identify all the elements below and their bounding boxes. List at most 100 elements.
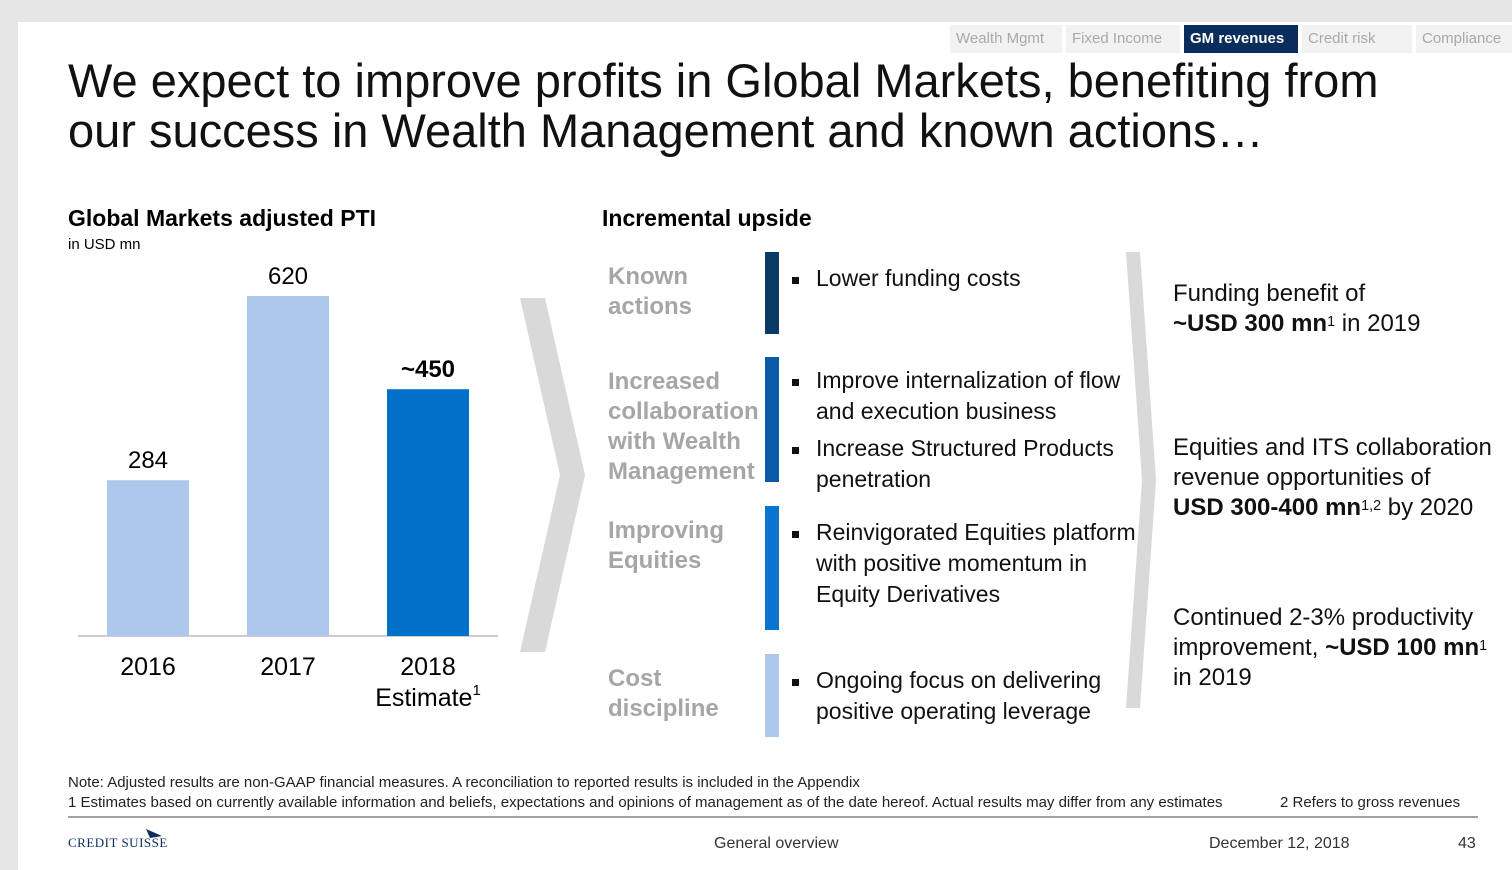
outcome: Equities and ITS collaboration revenue op… xyxy=(1173,433,1492,523)
bullet: Reinvigorated Equities platform with posi… xyxy=(790,517,1136,610)
bullet-line: penetration xyxy=(816,466,932,492)
bullets: Improve internalization of flow and execu… xyxy=(790,365,1120,501)
outcome-text: ~USD 100 mn xyxy=(1325,634,1480,661)
row-label: Improving Equities xyxy=(608,516,724,576)
bullet-dot xyxy=(792,447,799,454)
x-tick-label: 2016 xyxy=(120,653,176,681)
outcome-text: USD 300-400 mn xyxy=(1173,494,1362,521)
estimate-label: Estimate1 xyxy=(368,682,488,713)
footer-section: General overview xyxy=(714,835,839,852)
bullet: Lower funding costs xyxy=(790,263,1021,294)
outcome-text: Continued 2-3% productivity xyxy=(1173,604,1474,631)
row-label: Known actions xyxy=(608,262,692,322)
row-label-line: Improving xyxy=(608,517,725,544)
category-bar xyxy=(765,357,779,482)
row-label-line: discipline xyxy=(608,695,719,722)
nav-tab[interactable]: Wealth Mgmt xyxy=(950,25,1062,53)
row-label-line: Equities xyxy=(608,547,702,574)
outcome: Funding benefit of ~USD 300 mn1 in 2019 xyxy=(1173,279,1421,339)
bullet-line: Lower funding costs xyxy=(816,265,1021,291)
outcome-text: by 2020 xyxy=(1381,494,1474,521)
outcome-line: Equities and ITS collaboration xyxy=(1173,433,1492,463)
bullet-line: Ongoing focus on delivering xyxy=(816,667,1102,693)
bullet-line: and execution business xyxy=(816,398,1057,424)
note: Note: Adjusted results are non-GAAP fina… xyxy=(68,774,860,791)
footnote-marker: 1 xyxy=(1327,314,1336,330)
outcome-text: Funding benefit of xyxy=(1173,280,1366,307)
outcome: Continued 2-3% productivity improvement, … xyxy=(1173,603,1487,693)
category-bar xyxy=(765,506,779,630)
outcome-line: revenue opportunities of xyxy=(1173,463,1492,493)
bullet-line: positive operating leverage xyxy=(816,698,1091,724)
row-label-line: collaboration xyxy=(608,398,759,425)
value-label: ~450 xyxy=(400,356,456,384)
footnote-marker: 1 xyxy=(1479,638,1488,654)
nav-tab[interactable]: Compliance xyxy=(1416,25,1512,53)
row-label-line: with Wealth xyxy=(608,428,741,455)
bullet-dot xyxy=(792,531,799,538)
bullets: Ongoing focus on delivering positive oper… xyxy=(790,665,1101,733)
bullet: Improve internalization of flow and execu… xyxy=(790,365,1120,427)
outcome-text: in 2019 xyxy=(1335,310,1421,337)
outcome-line: Continued 2-3% productivity xyxy=(1173,603,1487,633)
bullet-line: Equity Derivatives xyxy=(816,581,1001,607)
bullet-dot xyxy=(792,679,799,686)
x-tick-label: 2017 xyxy=(260,653,316,681)
outcome-text: improvement, xyxy=(1173,634,1326,661)
title-line: We expect to improve profits in Global M… xyxy=(68,54,1379,107)
value-label: 284 xyxy=(127,447,169,475)
section-title: Incremental upside xyxy=(602,205,812,231)
footer-date: December 12, 2018 xyxy=(1209,835,1350,852)
bullets: Lower funding costs xyxy=(790,263,1021,300)
bar xyxy=(247,296,329,636)
category-bar xyxy=(765,252,779,334)
bullet-line: Improve internalization of flow xyxy=(816,367,1121,393)
row-label-line: actions xyxy=(608,293,693,320)
outcome-line: ~USD 300 mn1 in 2019 xyxy=(1173,309,1421,339)
bullet: Increase Structured Products penetration xyxy=(790,433,1120,495)
bullet-line: with positive momentum in xyxy=(816,550,1087,576)
row-label-line: Increased xyxy=(608,368,721,395)
bar xyxy=(387,389,469,636)
outcome-line: in 2019 xyxy=(1173,663,1487,693)
outcome-text: ~USD 300 mn xyxy=(1173,310,1328,337)
footnote: 2 Refers to gross revenues xyxy=(1280,794,1461,811)
chart-subtitle: in USD mn xyxy=(68,236,141,253)
x-tick-label: 2018 xyxy=(400,653,456,681)
chart-title: Global Markets adjusted PTI xyxy=(68,205,377,231)
row-label-line: Known xyxy=(608,263,688,290)
outcome-line: Funding benefit of xyxy=(1173,279,1421,309)
bullet-dot xyxy=(792,277,799,284)
outcome-line: USD 300-400 mn1,2 by 2020 xyxy=(1173,493,1492,523)
outcome-line: improvement, ~USD 100 mn1 xyxy=(1173,633,1487,663)
bar xyxy=(107,480,189,636)
outcome-text: in 2019 xyxy=(1173,664,1252,691)
nav-tab[interactable]: Credit risk xyxy=(1302,25,1412,53)
bullet-line: Reinvigorated Equities platform xyxy=(816,519,1136,545)
title-line: our success in Wealth Management and kno… xyxy=(68,104,1264,157)
page-number: 43 xyxy=(1458,835,1476,852)
title: We expect to improve profits in Global M… xyxy=(68,56,1378,156)
row-label-line: Cost xyxy=(608,665,662,692)
bullets: Reinvigorated Equities platform with posi… xyxy=(790,517,1136,616)
row-label: Increased collaboration with Wealth Managem… xyxy=(608,367,759,487)
chevron xyxy=(520,298,585,652)
bullet-line: Increase Structured Products xyxy=(816,435,1114,461)
category-bar xyxy=(765,654,779,737)
nav-tab[interactable]: GM revenues xyxy=(1184,25,1298,53)
bullet: Ongoing focus on delivering positive oper… xyxy=(790,665,1101,727)
footnote-marker: 1 xyxy=(472,682,481,699)
chevron xyxy=(1126,252,1156,708)
value-label: 620 xyxy=(267,263,309,290)
bullet-dot xyxy=(792,379,799,386)
outcome-text: revenue opportunities of xyxy=(1173,464,1431,491)
outcome-text: Equities and ITS collaboration xyxy=(1173,434,1492,461)
nav-tab[interactable]: Fixed Income xyxy=(1066,25,1180,53)
logo-sail xyxy=(146,829,162,838)
footnote: 1 Estimates based on currently available… xyxy=(68,794,1223,811)
logo: CREDIT SUISSE xyxy=(68,835,168,850)
row-label: Cost discipline xyxy=(608,664,719,724)
row-label-line: Management xyxy=(608,458,755,485)
